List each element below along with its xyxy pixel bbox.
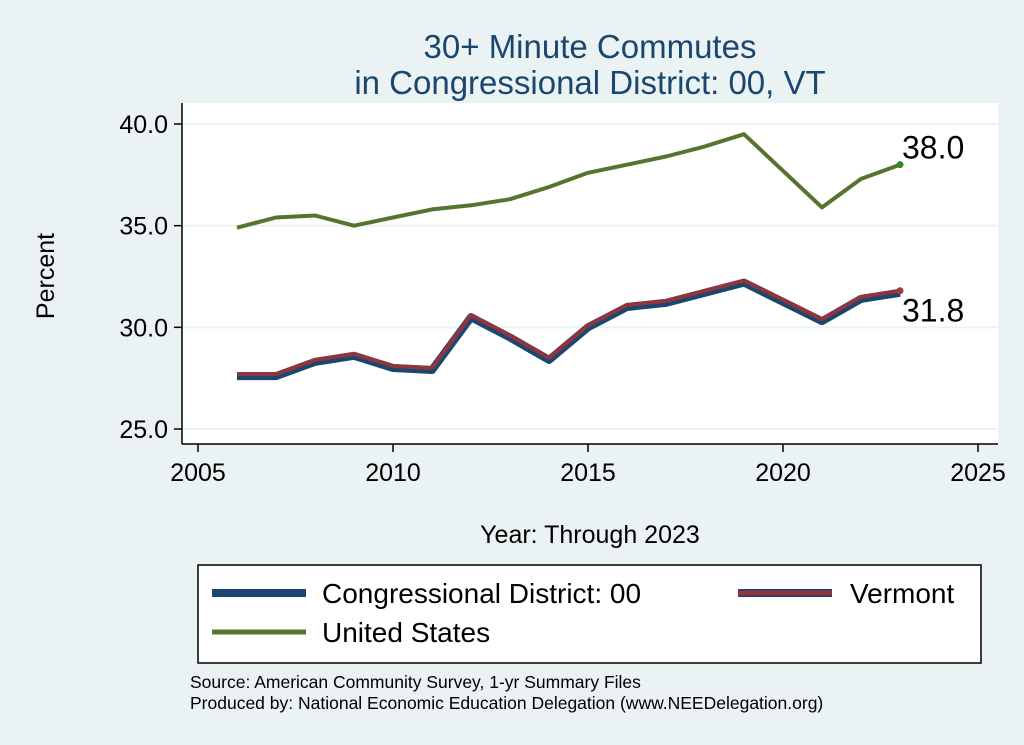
y-tick-label: 30.0 — [119, 314, 168, 342]
y-tick-label: 25.0 — [119, 416, 168, 444]
y-axis-title: Percent — [32, 233, 60, 319]
plot-area — [182, 103, 998, 444]
series-line-vermont — [237, 278, 901, 377]
end-labels: 38.0 31.8 — [896, 130, 964, 329]
source-note: Source: American Community Survey, 1-yr … — [190, 672, 641, 692]
legend-label-united-states: United States — [322, 617, 490, 648]
series-lines — [236, 132, 901, 381]
x-tick-label: 2020 — [755, 459, 811, 487]
x-tick-label: 2015 — [560, 459, 616, 487]
y-tick-label: 40.0 — [119, 111, 168, 139]
x-tick-label: 2010 — [365, 459, 421, 487]
end-label-united-states: 38.0 — [902, 130, 964, 166]
x-tick-label: 2005 — [170, 459, 226, 487]
legend-box — [197, 564, 982, 664]
axes: 25.0 30.0 35.0 40.0 2005 2010 2015 2020 2025 — [119, 103, 1006, 487]
end-marker-united-states — [896, 161, 904, 169]
chart-title-line-1: 30+ Minute Commutes — [424, 28, 757, 65]
end-marker-vermont — [896, 287, 904, 295]
legend-item-district: Congressional District: 00 — [212, 578, 641, 609]
chart-title: 30+ Minute Commutes in Congressional Dis… — [354, 28, 825, 101]
y-tick-label: 35.0 — [119, 213, 168, 241]
gridlines — [183, 123, 998, 430]
legend-item-vermont: Vermont — [738, 578, 954, 609]
legend-label-district: Congressional District: 00 — [322, 578, 641, 609]
producer-note: Produced by: National Economic Education… — [190, 693, 823, 713]
legend: Congressional District: 00 Vermont Unite… — [197, 564, 982, 664]
legend-item-united-states: United States — [212, 617, 490, 648]
legend-label-vermont: Vermont — [850, 578, 954, 609]
x-tick-label: 2025 — [950, 459, 1006, 487]
chart-title-line-2: in Congressional District: 00, VT — [354, 64, 825, 101]
x-axis-title: Year: Through 2023 — [480, 521, 700, 549]
end-label-vermont: 31.8 — [902, 293, 964, 329]
series-line-united-states — [236, 132, 901, 230]
